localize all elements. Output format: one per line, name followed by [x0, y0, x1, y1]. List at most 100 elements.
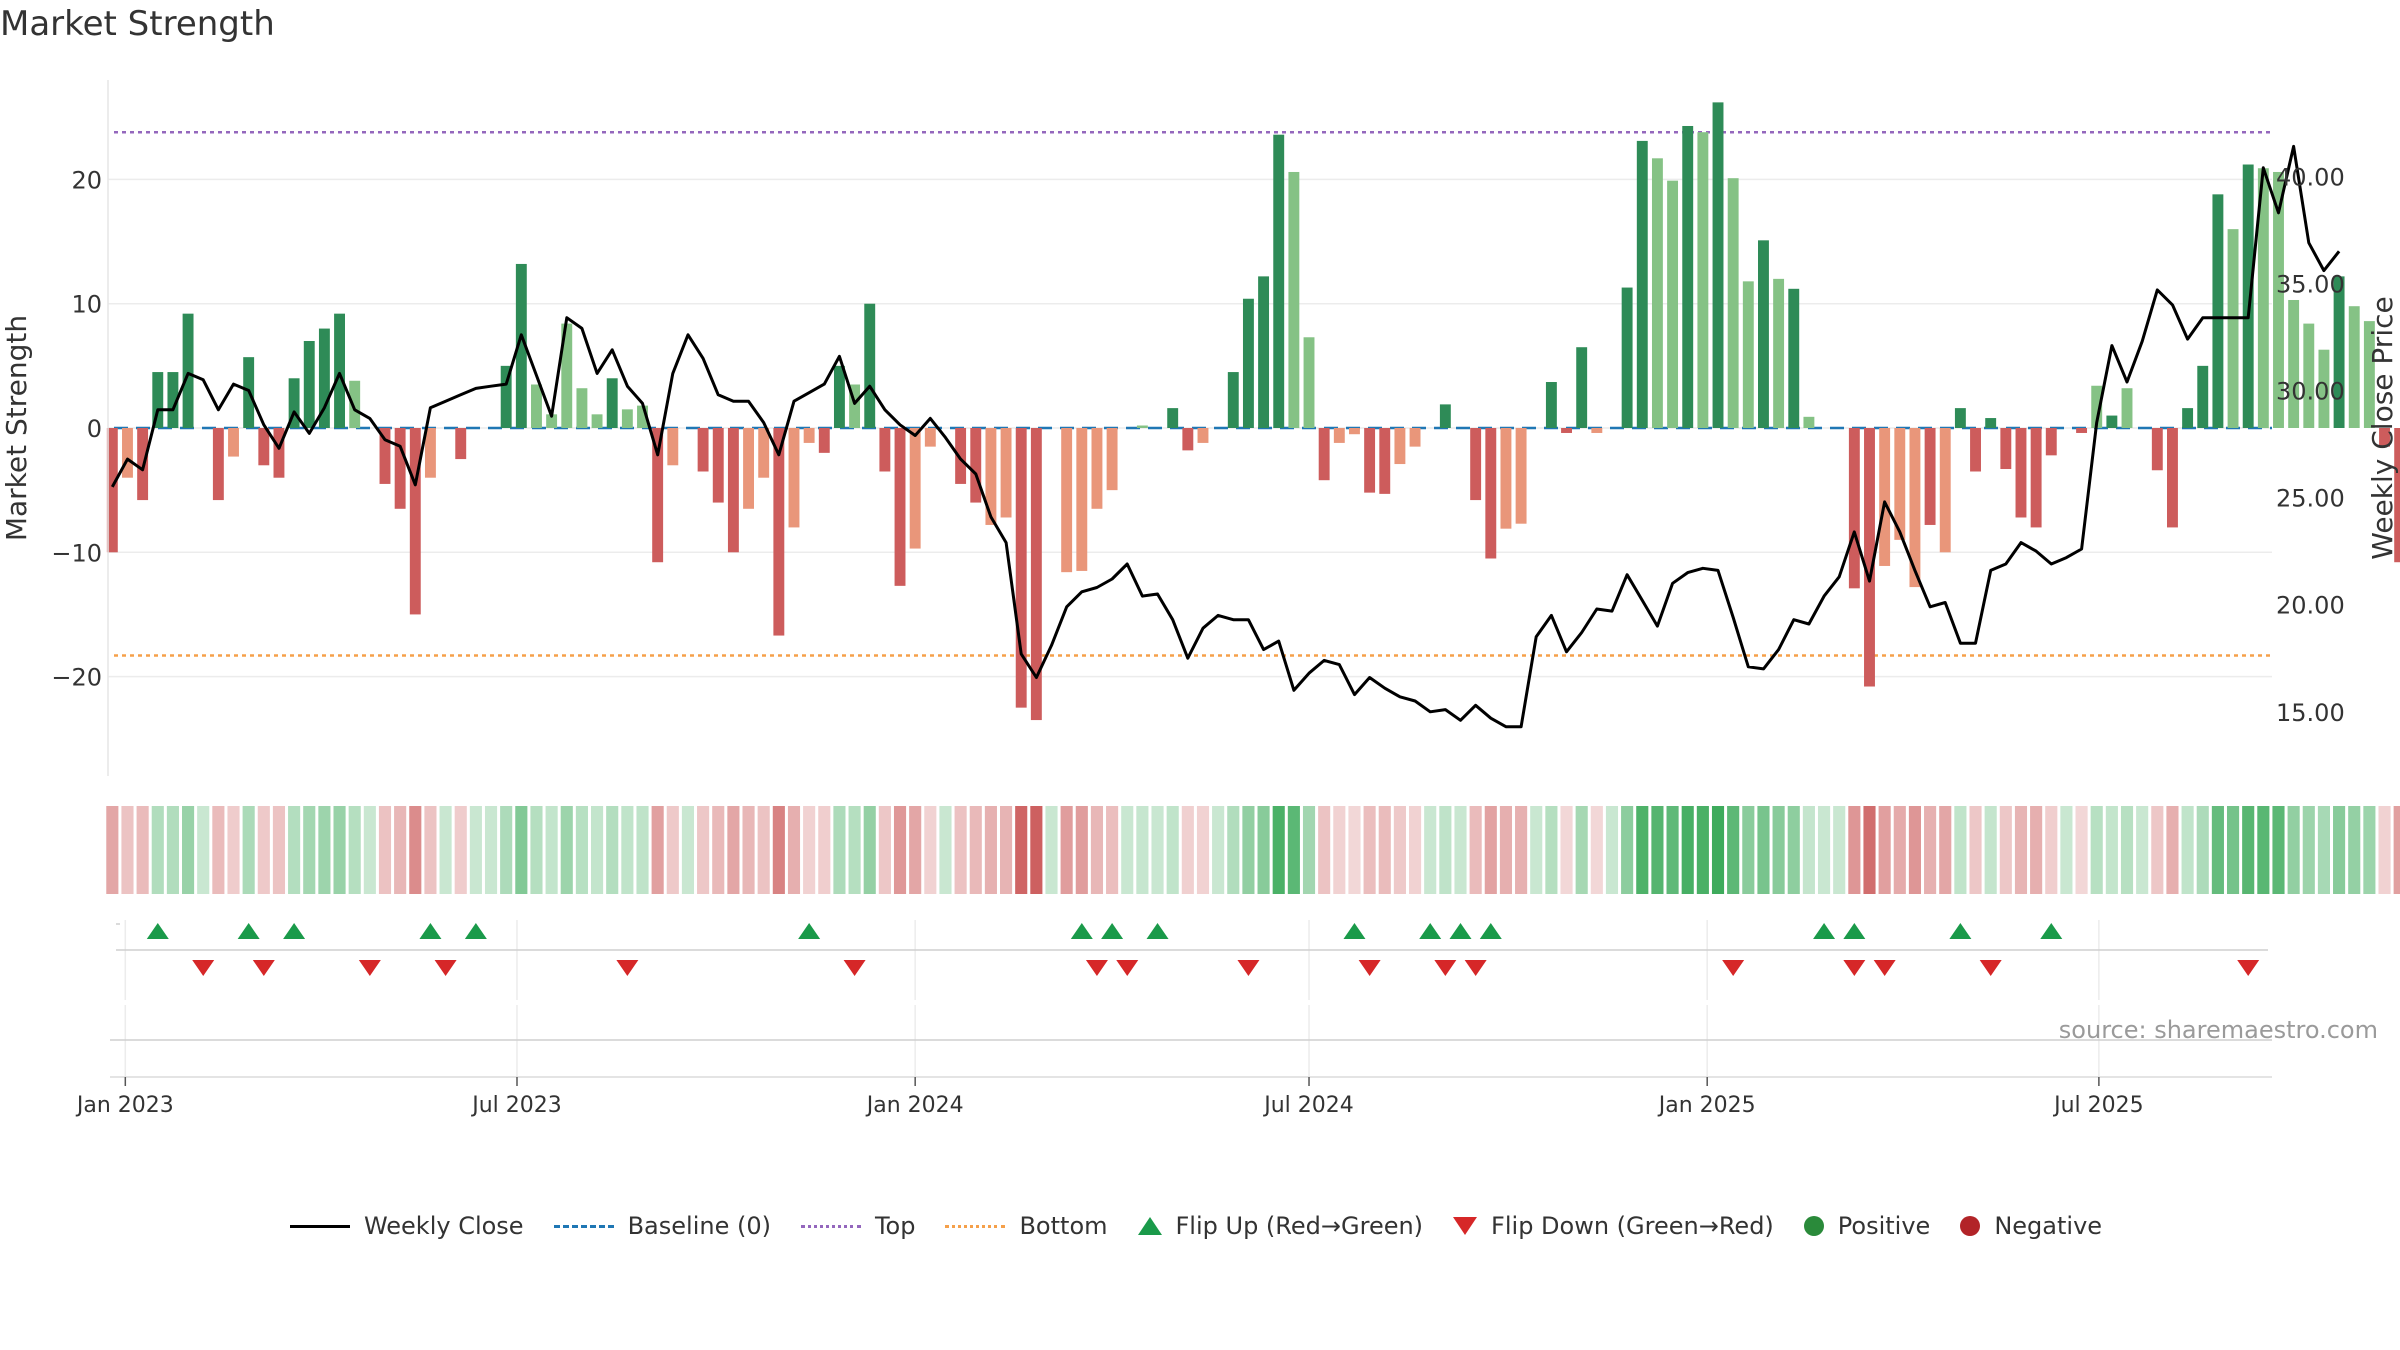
strength-bar: [1939, 428, 1951, 553]
heat-cell: [121, 806, 134, 894]
flip-down-marker: [1722, 960, 1745, 976]
heat-cell: [984, 806, 997, 894]
heat-cell: [697, 806, 710, 894]
heat-cell: [1772, 806, 1785, 894]
flip-down-marker: [1873, 960, 1896, 976]
axes: −20 −10 0 10 20 15.00 20.00 25.00 30.00 35.00 40.0…: [0, 80, 2399, 776]
strength-bar: [273, 428, 285, 478]
strength-bar: [2242, 164, 2254, 428]
y-tick-label: −10: [51, 539, 102, 567]
legend-label: Negative: [1994, 1212, 2103, 1240]
strength-bar: [2303, 323, 2315, 428]
y2-tick-label: 25.00: [2276, 485, 2345, 513]
strength-bar: [303, 341, 315, 428]
strength-bar: [894, 428, 906, 586]
strength-bar: [1076, 428, 1088, 571]
heat-cell: [1121, 806, 1134, 894]
heat-cell: [1045, 806, 1058, 894]
heat-cell: [939, 806, 952, 894]
strength-bar: [1000, 428, 1012, 518]
legend-item-bottom: Bottom: [945, 1212, 1108, 1240]
heat-cell: [2196, 806, 2209, 894]
heat-cell: [2166, 806, 2179, 894]
heat-cell: [1090, 806, 1104, 894]
strength-bar: [2273, 171, 2284, 428]
y2-tick-label: 30.00: [2276, 378, 2345, 406]
strength-bar: [1545, 382, 1557, 428]
strength-bar: [864, 303, 876, 428]
heat-cell: [681, 806, 695, 894]
heat-cell: [606, 806, 619, 894]
strength-bar: [2106, 415, 2118, 428]
heat-cell: [1348, 806, 1361, 894]
strength-bar: [1258, 276, 1270, 428]
heat-cell: [818, 806, 831, 894]
heat-cell: [272, 806, 286, 894]
strength-bar: [1318, 428, 1330, 481]
strength-bar: [727, 428, 739, 553]
heat-cell: [2272, 806, 2285, 894]
heat-cell: [1742, 806, 1755, 894]
reference-lines: [114, 130, 2272, 657]
heat-cell: [1651, 806, 1664, 894]
heat-cell: [1999, 806, 2012, 894]
strength-bar: [652, 428, 664, 563]
strength-bar: [2394, 428, 2400, 563]
strength-bar: [500, 365, 512, 428]
strength-bar: [1954, 408, 1966, 428]
strength-bar: [1788, 288, 1800, 428]
flip-down-marker: [1434, 960, 1457, 976]
flip-up-marker: [1343, 923, 1366, 939]
heat-cell: [1212, 806, 1225, 894]
legend-label: Flip Up (Red→Green): [1175, 1212, 1424, 1240]
strength-bar: [1712, 102, 1724, 428]
strength-bar: [1349, 428, 1360, 435]
heat-cell: [378, 806, 392, 894]
x-tick-label: Jul 2023: [470, 1093, 562, 1118]
heat-cell: [2075, 806, 2088, 894]
heat-cell: [833, 806, 846, 894]
heat-cell: [1666, 806, 1679, 894]
strength-bar: [1030, 428, 1042, 721]
flip-up-marker: [1479, 923, 1502, 939]
strength-bar: [1485, 428, 1497, 559]
strength-bar: [970, 428, 982, 503]
strength-bar: [758, 428, 770, 478]
heat-cell: [545, 806, 558, 894]
legend-item-top: Top: [800, 1212, 915, 1240]
strength-bar: [455, 428, 467, 460]
strength-bar: [606, 378, 618, 428]
heat-cell: [2378, 806, 2391, 894]
strength-bar: [1061, 428, 1073, 573]
strength-bar: [1515, 428, 1527, 524]
heat-cell: [530, 806, 543, 894]
heat-cell: [1727, 806, 1740, 894]
legend-label: Bottom: [1019, 1212, 1108, 1240]
strength-bar: [2091, 385, 2103, 428]
heat-cell: [1439, 806, 1452, 894]
flip-down-marker: [252, 960, 275, 976]
strength-bar: [1136, 425, 1148, 428]
green-circle-icon: [1803, 1216, 1824, 1236]
heat-cell: [257, 806, 270, 894]
strength-bar: [1227, 372, 1239, 428]
strength-bar: [2197, 365, 2209, 428]
heat-cell: [1378, 806, 1391, 894]
heat-cell: [2363, 806, 2376, 894]
strength-bar: [258, 428, 270, 466]
strength-bar: [409, 428, 421, 615]
weekly-close-swatch: [289, 1224, 350, 1228]
heat-cell: [954, 806, 967, 894]
flip-up-marker: [1101, 923, 1124, 939]
heat-cell: [2014, 806, 2028, 894]
flip-down-marker: [1464, 960, 1487, 976]
heat-cell: [1318, 806, 1331, 894]
strength-bar: [1197, 428, 1209, 443]
x-tick-label: Jan 2024: [865, 1093, 964, 1118]
heat-cell: [1484, 806, 1497, 894]
strength-bar: [2318, 349, 2330, 428]
legend-item-weekly-close: Weekly Close: [289, 1212, 524, 1240]
heat-cell: [2151, 806, 2164, 894]
heat-cell: [1151, 806, 1164, 894]
heat-cell: [1757, 806, 1770, 894]
